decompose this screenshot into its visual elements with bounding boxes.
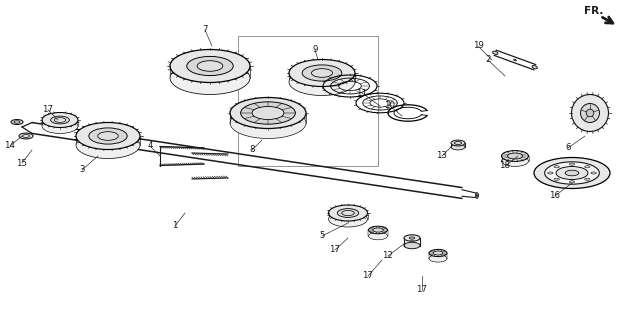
Ellipse shape	[54, 118, 66, 122]
Text: 14: 14	[4, 142, 15, 150]
Ellipse shape	[241, 102, 296, 124]
Ellipse shape	[342, 211, 355, 216]
Text: 17: 17	[362, 272, 374, 280]
Ellipse shape	[22, 135, 29, 137]
Ellipse shape	[493, 51, 498, 54]
Ellipse shape	[19, 133, 33, 139]
Ellipse shape	[554, 166, 559, 168]
Ellipse shape	[42, 113, 78, 128]
Ellipse shape	[476, 193, 479, 198]
Text: 19: 19	[472, 42, 483, 51]
Ellipse shape	[372, 228, 383, 232]
Ellipse shape	[591, 172, 596, 174]
Ellipse shape	[534, 157, 610, 189]
Text: 6: 6	[565, 143, 571, 153]
Ellipse shape	[451, 144, 465, 150]
Ellipse shape	[14, 121, 20, 123]
Ellipse shape	[328, 211, 367, 227]
Ellipse shape	[502, 156, 529, 166]
Text: FR.: FR.	[584, 6, 604, 16]
Ellipse shape	[337, 209, 359, 218]
Ellipse shape	[369, 226, 387, 234]
Ellipse shape	[409, 237, 415, 239]
Text: 13: 13	[436, 151, 447, 161]
Text: 17: 17	[42, 106, 54, 114]
Ellipse shape	[369, 232, 387, 240]
Ellipse shape	[545, 162, 600, 184]
Ellipse shape	[230, 98, 306, 128]
Ellipse shape	[451, 140, 465, 146]
Text: 17: 17	[417, 286, 428, 294]
Ellipse shape	[312, 69, 333, 77]
Text: 4: 4	[147, 142, 153, 150]
Ellipse shape	[289, 59, 355, 86]
Text: 3: 3	[79, 165, 84, 175]
Circle shape	[586, 109, 594, 117]
Text: 11: 11	[356, 88, 367, 98]
Ellipse shape	[328, 205, 367, 221]
Ellipse shape	[556, 167, 588, 179]
Ellipse shape	[454, 142, 461, 144]
Ellipse shape	[554, 178, 559, 180]
Text: 15: 15	[17, 158, 28, 168]
Text: 7: 7	[202, 25, 208, 34]
Ellipse shape	[252, 107, 284, 120]
Ellipse shape	[302, 65, 342, 81]
Text: 12: 12	[383, 252, 394, 260]
Ellipse shape	[89, 128, 127, 144]
Text: 17: 17	[330, 245, 340, 254]
Ellipse shape	[532, 66, 538, 69]
Ellipse shape	[404, 242, 420, 249]
Ellipse shape	[411, 240, 413, 242]
Ellipse shape	[433, 251, 443, 255]
Text: 9: 9	[312, 45, 317, 54]
Ellipse shape	[513, 59, 516, 61]
Ellipse shape	[548, 172, 553, 174]
Ellipse shape	[289, 68, 355, 95]
Ellipse shape	[11, 120, 23, 125]
Ellipse shape	[98, 132, 118, 140]
Circle shape	[572, 94, 609, 132]
Ellipse shape	[585, 178, 590, 180]
Ellipse shape	[565, 170, 579, 176]
Text: 10: 10	[385, 101, 396, 110]
Ellipse shape	[76, 132, 140, 158]
Circle shape	[580, 103, 600, 122]
Text: 5: 5	[319, 232, 324, 240]
Text: 2: 2	[485, 56, 491, 65]
Ellipse shape	[429, 255, 447, 262]
Ellipse shape	[570, 163, 575, 165]
Text: 18: 18	[499, 162, 511, 170]
Ellipse shape	[197, 61, 223, 71]
Ellipse shape	[76, 122, 140, 149]
Ellipse shape	[585, 166, 590, 168]
Ellipse shape	[51, 116, 69, 124]
Ellipse shape	[508, 153, 522, 159]
Ellipse shape	[230, 107, 306, 139]
Ellipse shape	[429, 249, 447, 257]
Ellipse shape	[42, 119, 78, 134]
Ellipse shape	[187, 56, 233, 76]
Text: 1: 1	[172, 222, 178, 231]
Ellipse shape	[570, 181, 575, 183]
Text: 8: 8	[249, 146, 255, 155]
Ellipse shape	[170, 50, 250, 82]
Ellipse shape	[404, 235, 420, 241]
Ellipse shape	[502, 151, 529, 162]
Ellipse shape	[170, 61, 250, 94]
Text: 16: 16	[550, 191, 561, 201]
